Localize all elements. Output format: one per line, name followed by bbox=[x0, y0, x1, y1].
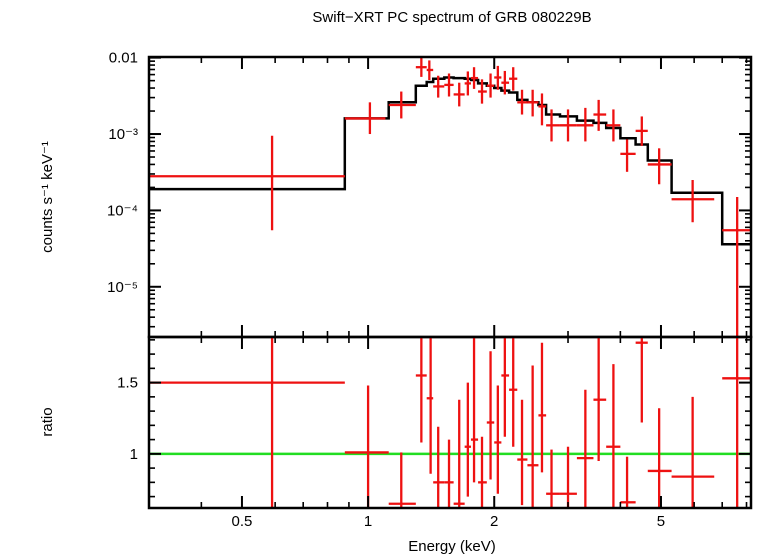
top-panel: 0.01 10⁻³ 10⁻⁴ 10⁻⁵ counts s⁻¹ keV⁻¹ bbox=[39, 50, 753, 339]
bottom-panel: 11.5 ratio bbox=[39, 335, 753, 510]
ratio-point-26 bbox=[671, 396, 715, 508]
spectrum-point-18 bbox=[546, 109, 560, 142]
model-step-line bbox=[149, 76, 751, 246]
top-y-axis-label: counts s⁻¹ keV⁻¹ bbox=[39, 141, 56, 253]
top-y-tick-label: 10⁻⁵ bbox=[107, 279, 138, 296]
x-tick-label: 2 bbox=[490, 513, 498, 530]
ratio-point-23 bbox=[620, 456, 636, 508]
model-step-path bbox=[149, 76, 751, 246]
ratio-point-6 bbox=[444, 439, 454, 508]
ratio-point-24 bbox=[635, 337, 648, 423]
x-axis-label: Energy (keV) bbox=[408, 538, 496, 555]
bottom-panel-frame bbox=[147, 335, 753, 510]
ratio-point-22 bbox=[606, 364, 621, 508]
ratio-point-18 bbox=[546, 449, 560, 508]
ratio-point-21 bbox=[593, 337, 607, 461]
spectrum-point-27 bbox=[722, 196, 751, 337]
spectrum-point-12 bbox=[494, 65, 502, 90]
bottom-y-tick-label: 1 bbox=[130, 446, 138, 463]
spectrum-point-19 bbox=[559, 109, 577, 142]
ratio-point-12 bbox=[494, 385, 502, 494]
top-y-tick-label: 0.01 bbox=[109, 50, 138, 67]
spectrum-point-4 bbox=[426, 60, 434, 80]
spectrum-point-10 bbox=[478, 79, 487, 104]
spectrum-point-16 bbox=[527, 89, 539, 117]
spectrum-point-2 bbox=[388, 91, 416, 119]
ratio-point-25 bbox=[647, 408, 672, 508]
bottom-panel-ticks: 11.5 bbox=[117, 337, 751, 508]
x-tick-label: 5 bbox=[657, 513, 665, 530]
x-tick-label: 0.5 bbox=[232, 513, 253, 530]
ratio-data-series bbox=[149, 337, 751, 508]
top-y-tick-label: 10⁻³ bbox=[108, 126, 138, 143]
ratio-point-17 bbox=[538, 342, 547, 473]
x-tick-labels: 0.5 1 2 5 bbox=[232, 513, 666, 530]
ratio-point-20 bbox=[576, 389, 594, 508]
ratio-point-3 bbox=[415, 337, 427, 443]
ratio-point-2 bbox=[388, 452, 416, 508]
spectrum-point-26 bbox=[671, 180, 715, 223]
spectrum-point-1 bbox=[344, 102, 386, 135]
spectrum-point-23 bbox=[620, 139, 636, 172]
spectrum-point-11 bbox=[486, 73, 495, 98]
chart-title: Swift−XRT PC spectrum of GRB 080229B bbox=[312, 9, 591, 26]
ratio-point-27 bbox=[722, 337, 751, 508]
bottom-y-axis-label: ratio bbox=[39, 407, 56, 436]
spectrum-point-6 bbox=[444, 73, 454, 97]
spectrum-point-7 bbox=[453, 82, 465, 107]
spectrum-point-9 bbox=[470, 67, 479, 89]
ratio-point-13 bbox=[501, 337, 510, 437]
top-panel-frame bbox=[147, 55, 753, 339]
ratio-point-8 bbox=[464, 382, 471, 497]
spectrum-point-13 bbox=[501, 70, 510, 95]
ratio-point-11 bbox=[486, 351, 495, 480]
spectrum-point-14 bbox=[509, 67, 518, 91]
ratio-point-5 bbox=[433, 426, 445, 508]
ratio-point-7 bbox=[453, 399, 465, 508]
spectrum-point-20 bbox=[576, 107, 594, 142]
ratio-point-0 bbox=[149, 337, 345, 508]
ratio-point-14 bbox=[509, 337, 518, 447]
ratio-point-10 bbox=[478, 436, 487, 508]
ratio-point-15 bbox=[517, 399, 528, 506]
bottom-y-tick-label: 1.5 bbox=[117, 375, 138, 392]
spectrum-point-24 bbox=[635, 116, 648, 146]
x-tick-label: 1 bbox=[364, 513, 372, 530]
spectrum-point-3 bbox=[415, 57, 427, 77]
spectrum-data-series bbox=[149, 57, 751, 337]
top-panel-ticks: 0.01 10⁻³ 10⁻⁴ 10⁻⁵ bbox=[107, 50, 751, 337]
spectrum-point-25 bbox=[647, 148, 672, 185]
top-y-tick-label: 10⁻⁴ bbox=[107, 202, 138, 219]
spectrum-point-17 bbox=[538, 93, 547, 126]
ratio-point-19 bbox=[559, 446, 577, 508]
spectrum-point-5 bbox=[433, 75, 445, 98]
ratio-point-4 bbox=[426, 337, 434, 474]
ratio-point-16 bbox=[527, 365, 539, 508]
spectrum-point-8 bbox=[464, 71, 471, 96]
ratio-point-1 bbox=[344, 385, 389, 508]
spectrum-point-15 bbox=[517, 89, 528, 115]
spectrum-point-22 bbox=[606, 109, 621, 142]
ratio-point-9 bbox=[470, 337, 479, 483]
spectrum-point-0 bbox=[149, 135, 345, 231]
spectrum-point-21 bbox=[593, 99, 607, 131]
